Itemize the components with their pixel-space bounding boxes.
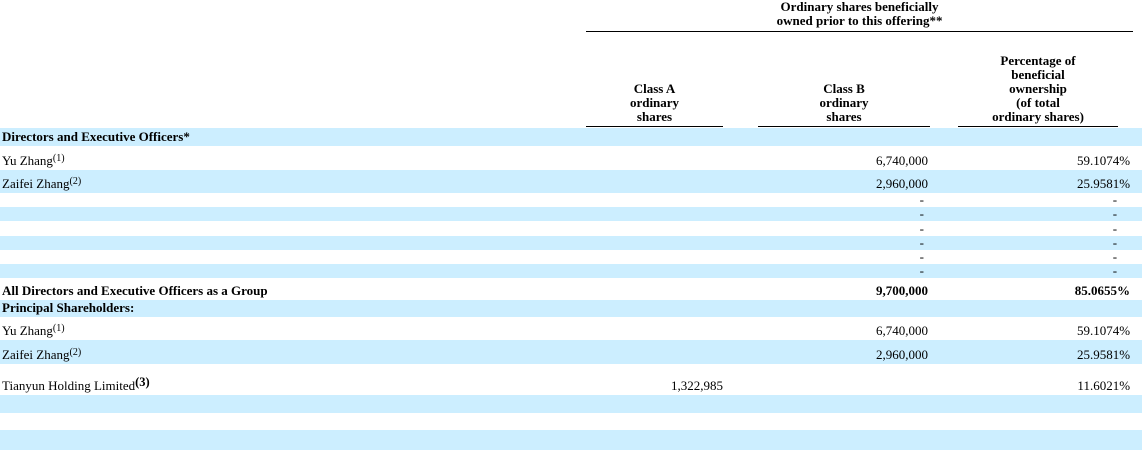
pct-value: 59.1074% bbox=[1076, 323, 1131, 338]
table-row: Zaifei Zhang(2) 2,960,000 25.9581% bbox=[0, 170, 1142, 193]
class-a-value bbox=[586, 146, 725, 170]
pct-value: - bbox=[1112, 193, 1118, 207]
class-a-value bbox=[586, 340, 725, 364]
class-b-value: - bbox=[725, 207, 932, 221]
span-header-line1: Ordinary shares beneficially bbox=[780, 0, 939, 14]
footnote-ref: (1) bbox=[52, 322, 65, 334]
pct-header-line: ownership bbox=[1009, 81, 1067, 96]
pct-value: 85.0655% bbox=[1074, 283, 1131, 298]
table-row-empty: - - bbox=[0, 264, 1142, 278]
table-row-empty: - - bbox=[0, 193, 1142, 207]
class-a-value bbox=[586, 278, 725, 300]
holder-name: Zaifei Zhang bbox=[2, 347, 70, 362]
column-header-class-b: Class B ordinary shares bbox=[725, 32, 932, 128]
pct-header-line: Percentage of bbox=[1000, 53, 1076, 68]
table-row: Yu Zhang(1) 6,740,000 59.1074% bbox=[0, 146, 1142, 170]
span-header-row: Ordinary shares beneficially owned prior… bbox=[0, 0, 1142, 32]
footnote-ref: (2) bbox=[69, 175, 82, 187]
class-b-value: 6,740,000 bbox=[876, 323, 928, 338]
class-b-value: - bbox=[919, 250, 924, 264]
class-a-header-line: Class A bbox=[633, 81, 676, 96]
footnote-ref: (3) bbox=[135, 374, 150, 389]
table-row: Tianyun Holding Limited(3) 1,322,985 11.… bbox=[0, 364, 1142, 395]
span-header-line2: owned prior to this offering** bbox=[776, 13, 943, 28]
column-header-class-a: Class A ordinary shares bbox=[586, 32, 725, 128]
section-label: Directors and Executive Officers* bbox=[2, 129, 190, 144]
class-b-header-line: shares bbox=[826, 109, 862, 124]
pct-header-line: beneficial bbox=[1011, 67, 1065, 82]
class-b-value: 9,700,000 bbox=[876, 283, 928, 298]
pct-value: 11.6021% bbox=[1077, 378, 1131, 393]
pct-value: - bbox=[932, 264, 1142, 278]
table-row-empty: - - bbox=[0, 221, 1142, 236]
holder-name: Yu Zhang bbox=[2, 153, 53, 168]
footnote-ref: (2) bbox=[69, 346, 82, 358]
class-b-header-line: Class B bbox=[823, 81, 865, 96]
pct-value: - bbox=[932, 236, 1142, 250]
pct-header-line: (of total bbox=[1016, 95, 1060, 110]
pct-value: - bbox=[1112, 221, 1118, 236]
table-row: Zaifei Zhang(2) 2,960,000 25.9581% bbox=[0, 340, 1142, 364]
class-b-value: 2,960,000 bbox=[725, 340, 932, 364]
section-label: Principal Shareholders: bbox=[2, 300, 135, 315]
holder-name: Zaifei Zhang bbox=[2, 176, 70, 191]
class-b-value: 6,740,000 bbox=[876, 153, 928, 168]
table-row-empty bbox=[0, 430, 1142, 450]
pct-value: - bbox=[1112, 250, 1118, 264]
class-b-value: - bbox=[725, 264, 932, 278]
column-header-row: Class A ordinary shares Class B ordinary… bbox=[0, 32, 1142, 128]
class-b-value: - bbox=[725, 236, 932, 250]
span-header-cell: Ordinary shares beneficially owned prior… bbox=[586, 0, 1142, 32]
group-total-label: All Directors and Executive Officers as … bbox=[2, 283, 268, 298]
pct-value: - bbox=[932, 207, 1142, 221]
pct-header-line: ordinary shares) bbox=[992, 109, 1084, 124]
table-row-empty bbox=[0, 413, 1142, 430]
class-b-header-line: ordinary bbox=[819, 95, 869, 110]
table-row-section-directors: Directors and Executive Officers* bbox=[0, 128, 1142, 146]
column-header-spacer bbox=[0, 32, 586, 128]
footnote-ref: (1) bbox=[52, 152, 65, 164]
class-a-value bbox=[586, 170, 725, 193]
class-b-value: 2,960,000 bbox=[725, 170, 932, 193]
table-row-empty: - - bbox=[0, 236, 1142, 250]
pct-value: 25.9581% bbox=[932, 340, 1142, 364]
class-b-value: - bbox=[919, 193, 924, 207]
class-a-value: 1,322,985 bbox=[671, 378, 723, 393]
table-row-empty: - - bbox=[0, 250, 1142, 264]
span-header-spacer bbox=[0, 0, 586, 32]
table-row-group-total: All Directors and Executive Officers as … bbox=[0, 278, 1142, 300]
class-a-header-line: ordinary bbox=[629, 95, 680, 110]
pct-value: 59.1074% bbox=[1076, 153, 1131, 168]
class-a-header-line: shares bbox=[636, 109, 673, 124]
table-row-empty: - - bbox=[0, 207, 1142, 221]
table-row: Yu Zhang(1) 6,740,000 59.1074% bbox=[0, 317, 1142, 340]
class-b-value: - bbox=[919, 221, 924, 236]
table-row-section-principal: Principal Shareholders: bbox=[0, 300, 1142, 317]
table-row-empty bbox=[0, 395, 1142, 413]
class-a-value bbox=[586, 317, 725, 340]
holder-name: Yu Zhang bbox=[2, 323, 53, 338]
span-header: Ordinary shares beneficially owned prior… bbox=[586, 0, 1134, 32]
column-header-percentage: Percentage of beneficial ownership (of t… bbox=[932, 32, 1142, 128]
holder-name: Tianyun Holding Limited bbox=[2, 378, 136, 393]
pct-value: 25.9581% bbox=[932, 170, 1142, 193]
class-b-value bbox=[725, 364, 932, 395]
